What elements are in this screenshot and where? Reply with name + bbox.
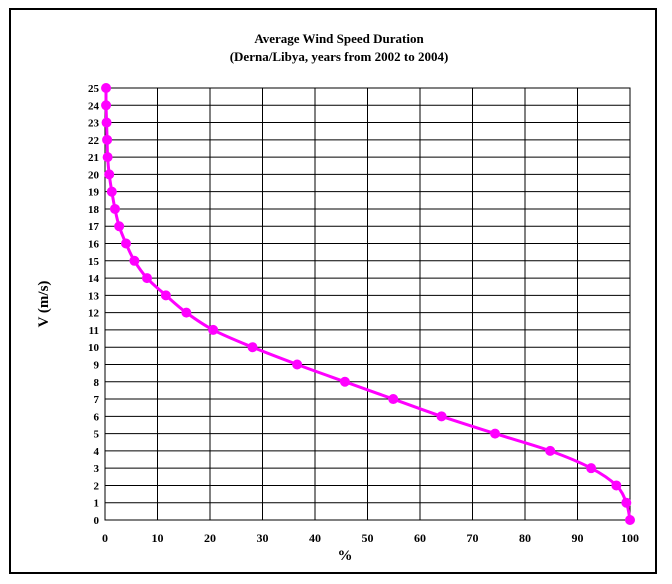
x-tick-labels: 0 10 20 30 40 50 60 70 80 90 100 — [102, 531, 639, 545]
grid-lines — [104, 87, 631, 521]
data-point — [121, 238, 131, 249]
x-tick-label: 70 — [467, 531, 479, 545]
data-point — [436, 411, 447, 422]
data-point — [339, 376, 350, 387]
y-tick-label: 15 — [88, 256, 100, 268]
data-point — [109, 203, 120, 214]
x-tick-label: 20 — [204, 531, 216, 545]
y-tick-label: 11 — [89, 325, 99, 337]
y-tick-label: 1 — [94, 498, 100, 510]
data-point — [625, 515, 635, 525]
y-tick-label: 21 — [88, 152, 99, 164]
y-tick-label: 4 — [94, 446, 100, 458]
data-point — [142, 273, 152, 284]
y-tick-label: 16 — [88, 239, 100, 251]
data-point — [208, 324, 219, 335]
y-tick-label: 22 — [88, 135, 100, 147]
y-tick-label: 6 — [94, 411, 100, 423]
y-tick-label: 0 — [94, 515, 100, 527]
y-axis-label: V (m/s) — [36, 281, 52, 328]
y-tick-label: 10 — [88, 342, 100, 354]
x-tick-label: 10 — [152, 531, 164, 545]
data-point — [545, 445, 556, 456]
y-tick-label: 19 — [88, 187, 100, 199]
y-tick-label: 12 — [88, 308, 100, 320]
y-tick-label: 7 — [94, 394, 100, 406]
data-point — [160, 290, 171, 301]
data-point — [181, 307, 192, 318]
chart-title: Average Wind Speed Duration — [254, 31, 424, 46]
x-tick-label: 90 — [572, 531, 584, 545]
x-tick-label: 100 — [621, 531, 639, 545]
y-tick-label: 5 — [94, 429, 100, 441]
data-point — [247, 342, 258, 353]
x-tick-label: 0 — [102, 531, 108, 545]
y-tick-label: 2 — [94, 480, 100, 492]
data-point — [102, 152, 113, 163]
y-tick-label: 25 — [88, 83, 100, 95]
x-tick-label: 50 — [362, 531, 374, 545]
series-layer — [101, 83, 635, 525]
x-tick-label: 40 — [309, 531, 321, 545]
data-point — [292, 359, 303, 370]
y-tick-label: 20 — [88, 169, 100, 181]
chart-subtitle: (Derna/Libya, years from 2002 to 2004) — [230, 49, 449, 64]
x-axis-label: % — [338, 548, 353, 564]
x-tick-label: 30 — [257, 531, 269, 545]
data-point — [586, 463, 597, 474]
y-tick-label: 23 — [88, 118, 100, 130]
data-point — [490, 428, 501, 439]
data-point — [114, 221, 125, 232]
data-point — [101, 117, 112, 128]
y-tick-labels: 0123456789101112131415161718192021222324… — [88, 83, 100, 527]
x-tick-label: 60 — [414, 531, 426, 545]
data-point — [129, 255, 140, 266]
data-point — [621, 497, 632, 508]
y-tick-label: 17 — [88, 221, 100, 233]
data-point — [102, 134, 113, 145]
data-point — [388, 394, 399, 405]
data-point — [106, 186, 117, 197]
data-point — [101, 83, 112, 93]
y-tick-label: 18 — [88, 204, 100, 216]
x-tick-label: 80 — [519, 531, 531, 545]
y-tick-label: 3 — [94, 463, 100, 475]
y-tick-label: 8 — [94, 377, 100, 389]
y-tick-label: 24 — [88, 100, 100, 112]
data-point — [101, 100, 112, 111]
y-tick-label: 13 — [88, 290, 100, 302]
data-point — [104, 169, 115, 180]
data-point — [611, 480, 622, 491]
y-tick-label: 9 — [94, 359, 100, 371]
y-tick-label: 14 — [88, 273, 100, 285]
